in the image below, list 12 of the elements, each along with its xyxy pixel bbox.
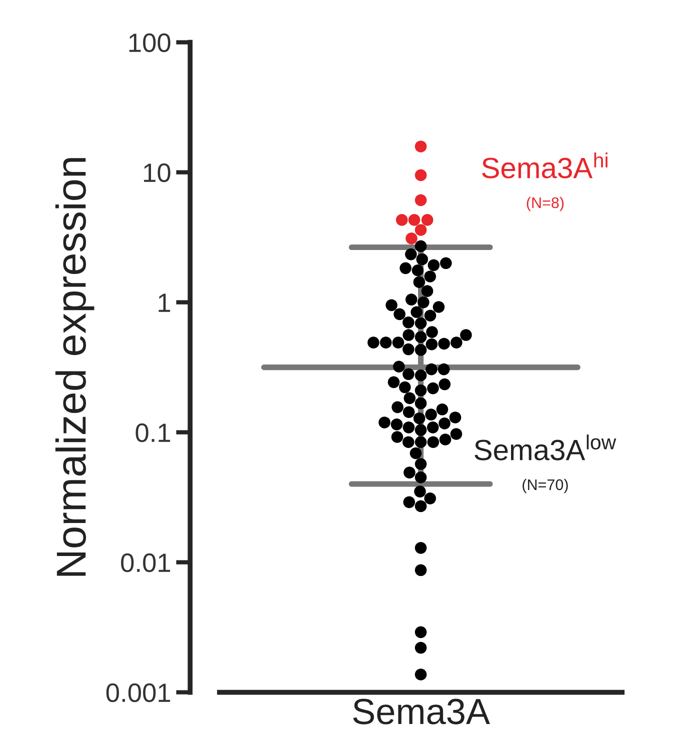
y-axis-title: Normalized expression <box>55 158 94 576</box>
annotation: (N=8) <box>526 196 564 212</box>
annotation: Sema3A$^{low}$ <box>474 434 616 460</box>
y-tick-label: 0.01 <box>121 553 170 572</box>
y-tick-label: 100 <box>129 33 170 52</box>
y-tick-label: 10 <box>144 163 170 182</box>
annotation: Sema3A$^{hi}$ <box>482 152 608 178</box>
y-tick-label: 1 <box>158 294 170 312</box>
y-tick-label: 0.001 <box>106 683 170 702</box>
annotation: (N=70) <box>522 478 568 494</box>
y-tick-label: 0.1 <box>136 423 170 442</box>
x-tick-label: Sema3A <box>353 698 490 724</box>
